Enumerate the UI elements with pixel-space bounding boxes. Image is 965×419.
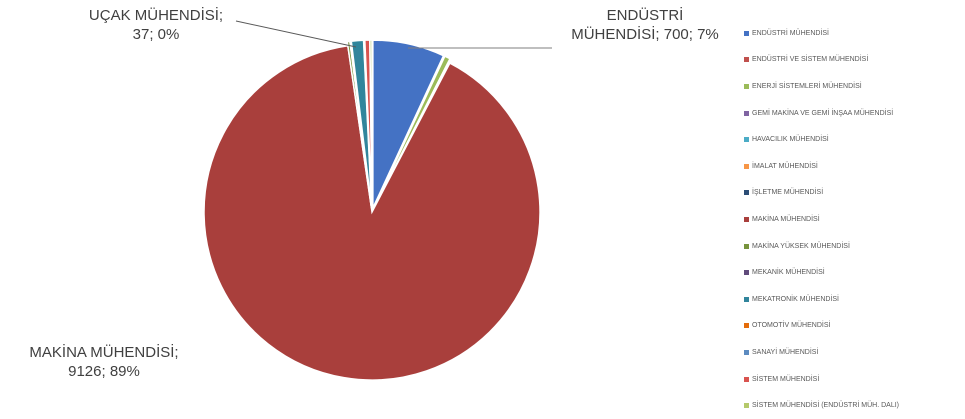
legend-swatch [744,216,749,222]
legend-label: GEMİ MAKİNA VE GEMİ İNŞAA MÜHENDİSİ [752,109,894,117]
legend-swatch [744,110,749,116]
legend-item-isletme-muhendisi: İŞLETME MÜHENDİSİ [744,180,964,207]
legend-swatch [744,349,749,355]
legend-item-sistem-muhendisi: SİSTEM MÜHENDİSİ [744,366,964,393]
legend-label: MAKİNA MÜHENDİSİ [752,215,820,223]
legend-label: HAVACILIK MÜHENDİSİ [752,136,829,144]
legend-label: ENERJİ SİSTEMLERİ MÜHENDİSİ [752,82,862,90]
legend-swatch [744,190,749,196]
legend-swatch [744,163,749,169]
data-label-ucak-line2: 37; 0% [132,26,180,43]
legend-label: ENDÜSTRİ VE SİSTEM MÜHENDİSİ [752,56,869,64]
legend-swatch [744,376,749,382]
leader-line-ucak [235,20,357,48]
legend-swatch [744,30,749,36]
data-label-makina: MAKİNA MÜHENDİSİ; 9126; 89% [8,343,200,381]
legend-label: MAKİNA YÜKSEK MÜHENDİSİ [752,242,850,250]
legend-label: MEKANİK MÜHENDİSİ [752,269,825,277]
legend-item-havacilik-muhendisi: HAVACILIK MÜHENDİSİ [744,126,964,153]
legend-swatch [744,403,749,409]
leader-lines [235,20,552,49]
legend-item-makina-yuksek-muhendisi: MAKİNA YÜKSEK MÜHENDİSİ [744,233,964,260]
legend-swatch [744,57,749,63]
legend-item-imalat-muhendisi: İMALAT MÜHENDİSİ [744,153,964,180]
data-label-endustri-line2: MÜHENDİSİ; 700; 7% [571,26,719,43]
legend-label: SANAYİ MÜHENDİSİ [752,348,819,356]
data-label-endustri-line1: ENDÜSTRİ [606,7,684,24]
data-label-ucak: UÇAK MÜHENDİSİ; 37; 0% [72,6,240,44]
legend-item-endustri-muhendisi: ENDÜSTRİ MÜHENDİSİ [744,20,964,47]
legend-label: OTOMOTİV MÜHENDİSİ [752,322,831,330]
pie-slice-makina-muhendisi [203,44,541,381]
pie-slice-endustri-muhendisi [372,39,445,209]
data-label-makina-line2: 9126; 89% [68,363,140,380]
legend-label: SİSTEM MÜHENDİSİ (ENDÜSTRİ MÜH. DALI) [752,402,900,410]
legend-label: İŞLETME MÜHENDİSİ [752,189,824,197]
legend-item-sistem-muhendisi-endustri-muh-dali: SİSTEM MÜHENDİSİ (ENDÜSTRİ MÜH. DALI) [744,392,964,419]
legend-item-enerji-sistemleri-muhendisi: ENERJİ SİSTEMLERİ MÜHENDİSİ [744,73,964,100]
legend-item-gemi-makina-ve-gemi-insaa-muhendisi: GEMİ MAKİNA VE GEMİ İNŞAA MÜHENDİSİ [744,100,964,127]
legend-item-endustri-ve-sistem-muhendisi: ENDÜSTRİ VE SİSTEM MÜHENDİSİ [744,47,964,74]
pie-slice-sistem-muhendisi-endustri-muh-dali [369,39,373,209]
legend-swatch [744,270,749,276]
legend-item-makina-muhendisi: MAKİNA MÜHENDİSİ [744,206,964,233]
legend-item-sanayi-muhendisi: SANAYİ MÜHENDİSİ [744,339,964,366]
legend-item-mekanik-muhendisi: MEKANİK MÜHENDİSİ [744,259,964,286]
legend-label: MEKATRONİK MÜHENDİSİ [752,295,839,303]
data-label-makina-line1: MAKİNA MÜHENDİSİ; [29,344,179,361]
legend-label: SİSTEM MÜHENDİSİ [752,375,820,383]
legend-swatch [744,243,749,249]
legend-item-mekatronik-muhendisi: MEKATRONİK MÜHENDİSİ [744,286,964,313]
pie-slices [203,39,541,381]
legend-swatch [744,83,749,89]
legend-swatch [744,296,749,302]
data-label-endustri: ENDÜSTRİ MÜHENDİSİ; 700; 7% [555,6,735,44]
legend-item-otomotiv-muhendisi: OTOMOTİV MÜHENDİSİ [744,313,964,340]
legend-swatch [744,323,749,329]
legend-label: ENDÜSTRİ MÜHENDİSİ [752,29,830,37]
chart-legend: ENDÜSTRİ MÜHENDİSİ ENDÜSTRİ VE SİSTEM MÜH… [744,20,964,419]
data-label-ucak-line1: UÇAK MÜHENDİSİ; [88,7,224,24]
legend-swatch [744,137,749,143]
legend-label: İMALAT MÜHENDİSİ [752,162,818,170]
